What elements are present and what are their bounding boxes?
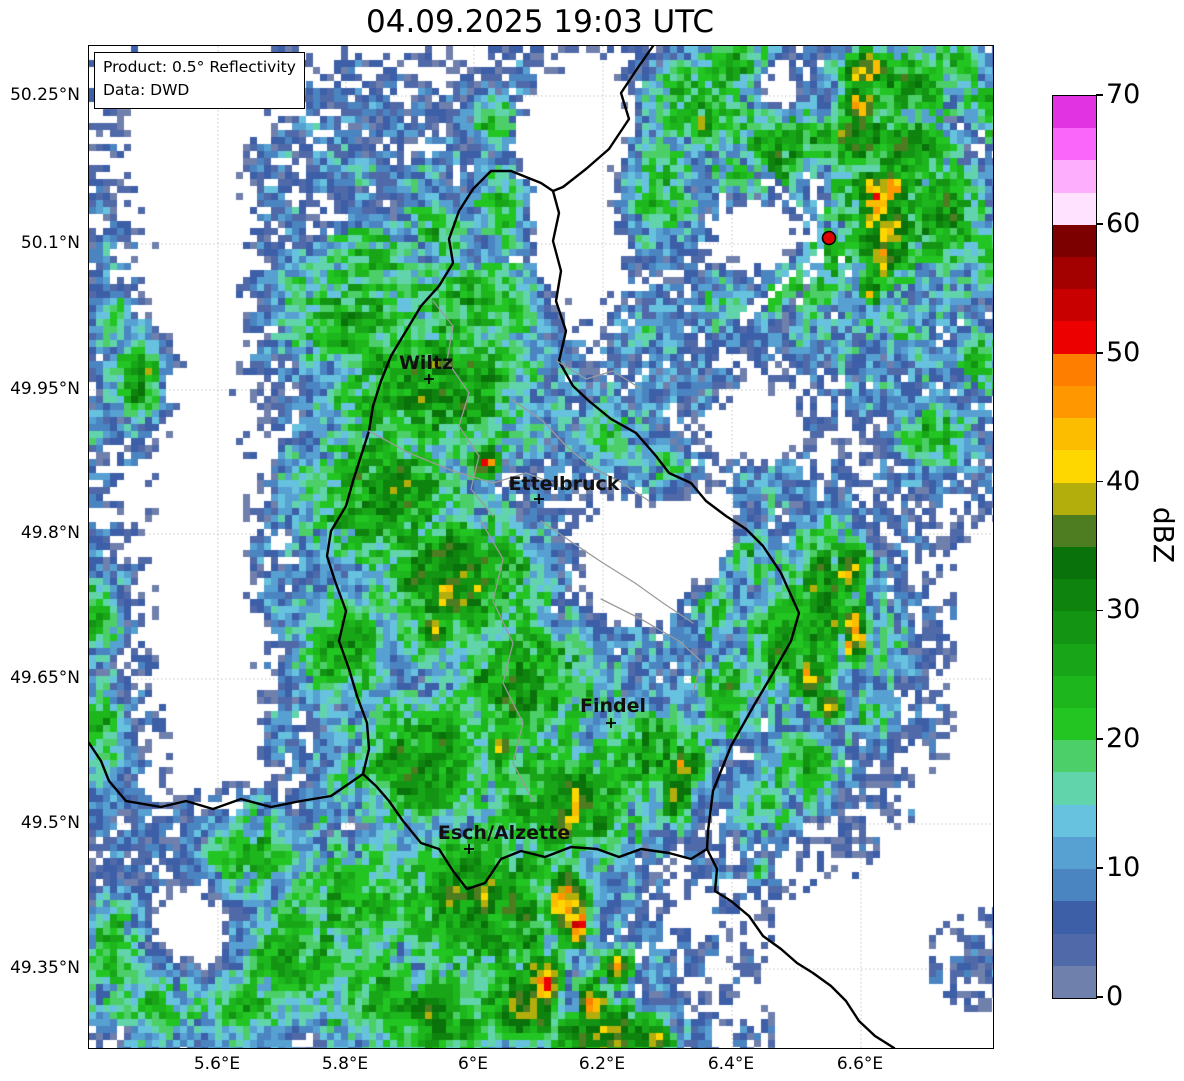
colorbar-tick-label: 10 — [1106, 852, 1141, 884]
colorbar-tick-label: 0 — [1106, 981, 1124, 1012]
colorbar-band — [1053, 418, 1096, 451]
colorbar-band — [1053, 708, 1096, 741]
colorbar-band — [1053, 579, 1096, 612]
lon-tick-label: 6.6°E — [836, 1054, 884, 1074]
radar-reflectivity-canvas — [89, 46, 993, 1048]
colorbar-band — [1053, 95, 1096, 129]
country-border — [705, 847, 896, 1048]
region-border — [510, 398, 650, 502]
lat-tick-label: 49.35°N — [10, 958, 80, 978]
colorbar-tick-mark — [1096, 223, 1103, 225]
region-border — [600, 598, 702, 694]
region-border — [480, 520, 534, 802]
colorbar-band — [1053, 289, 1096, 322]
radar-site-dot — [821, 230, 837, 246]
region-border — [556, 360, 642, 390]
lat-tick-label: 50.1°N — [20, 233, 80, 253]
colorbar-band — [1053, 160, 1096, 193]
city-label: Wiltz — [399, 352, 453, 374]
colorbar-band — [1053, 836, 1096, 870]
lat-tick-label: 50.25°N — [10, 85, 80, 105]
lat-tick-label: 49.65°N — [10, 668, 80, 688]
colorbar-tick-label: 20 — [1106, 723, 1141, 755]
city-marker-icon — [606, 718, 616, 728]
lat-tick-label: 49.5°N — [20, 813, 80, 833]
borders-and-labels-overlay: Wiltz Ettelbruck Findel Esch/Alzette — [89, 46, 896, 1048]
colorbar-tick-label: 70 — [1106, 79, 1141, 110]
country-border — [551, 46, 655, 193]
colorbar-tick-label: 50 — [1106, 336, 1141, 368]
colorbar-band — [1053, 901, 1096, 934]
city-label: Ettelbruck — [509, 473, 620, 495]
lon-tick-label: 5.8°E — [321, 1054, 369, 1074]
colorbar-tick-mark — [1096, 867, 1103, 869]
colorbar-tick-mark — [1096, 609, 1103, 612]
colorbar-band — [1053, 933, 1096, 966]
colorbar-tick-label: 30 — [1106, 594, 1141, 626]
product-info-box: Product: 0.5° Reflectivity Data: DWD — [94, 52, 305, 109]
colorbar-tick-mark — [1096, 480, 1103, 483]
colorbar-band — [1053, 128, 1096, 161]
colorbar-band — [1053, 353, 1096, 386]
data-source-line: Data: DWD — [103, 81, 190, 100]
colorbar-band — [1053, 385, 1096, 419]
colorbar-band — [1053, 546, 1096, 580]
colorbar-tick-mark — [1096, 94, 1103, 96]
colorbar-band — [1053, 321, 1096, 354]
colorbar-tick-mark — [1096, 351, 1103, 354]
map-title: 04.09.2025 19:03 UTC — [366, 4, 714, 40]
lon-tick-label: 5.6°E — [193, 1054, 241, 1074]
radar-map: Wiltz Ettelbruck Findel Esch/Alzette Produc… — [88, 45, 994, 1049]
lon-tick-label: 6°E — [457, 1054, 489, 1074]
colorbar-band — [1053, 804, 1096, 837]
lon-tick-label: 6.2°E — [578, 1054, 626, 1074]
colorbar-band — [1053, 482, 1096, 515]
city-label: Esch/Alzette — [438, 822, 570, 844]
city-marker-icon — [464, 844, 474, 854]
colorbar-band — [1053, 772, 1096, 805]
country-border — [325, 169, 801, 891]
colorbar-band — [1053, 450, 1096, 483]
lat-tick-label: 49.8°N — [20, 523, 80, 543]
colorbar-band — [1053, 675, 1096, 709]
region-border — [432, 300, 494, 517]
colorbar-tick-mark — [1096, 996, 1103, 998]
colorbar-axis-label: dBZ — [1147, 506, 1180, 564]
region-border — [540, 520, 694, 624]
colorbar-tick-label: 60 — [1106, 207, 1141, 239]
lon-tick-label: 6.4°E — [707, 1054, 755, 1074]
colorbar-band — [1053, 514, 1096, 547]
colorbar-band — [1053, 611, 1096, 644]
country-border — [89, 741, 365, 811]
product-line: Product: 0.5° Reflectivity — [103, 58, 296, 76]
colorbar-band — [1053, 740, 1096, 773]
dbz-colorbar — [1052, 95, 1097, 999]
colorbar-band — [1053, 965, 1096, 998]
colorbar-band — [1053, 869, 1096, 902]
colorbar-band — [1053, 224, 1096, 257]
colorbar-band — [1053, 192, 1096, 225]
city-marker-icon — [424, 374, 434, 384]
colorbar-band — [1053, 256, 1096, 290]
colorbar-tick-mark — [1096, 738, 1103, 741]
city-label: Findel — [580, 695, 646, 717]
region-border — [368, 430, 554, 484]
colorbar-tick-label: 40 — [1106, 465, 1141, 497]
colorbar-band — [1053, 643, 1096, 676]
city-marker-icon — [534, 494, 544, 504]
lat-tick-label: 49.95°N — [10, 379, 80, 399]
